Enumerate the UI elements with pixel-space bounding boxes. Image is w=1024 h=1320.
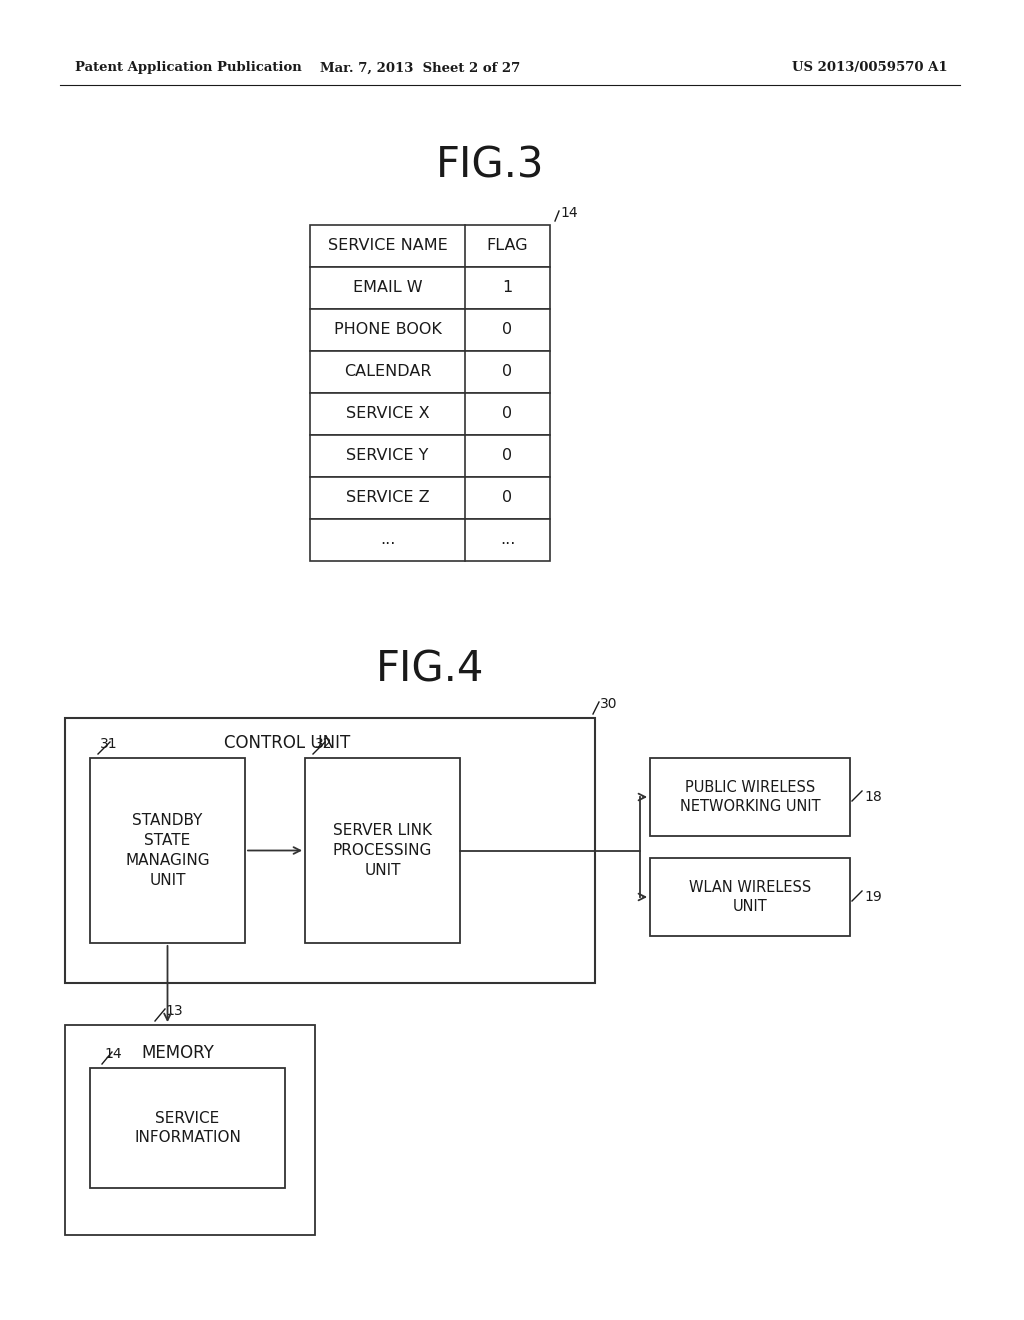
- Bar: [310, 351, 550, 393]
- Text: MEMORY: MEMORY: [141, 1044, 214, 1063]
- Text: PHONE BOOK: PHONE BOOK: [334, 322, 441, 338]
- Bar: [310, 393, 550, 436]
- Bar: [65, 1026, 315, 1236]
- Text: 14: 14: [104, 1047, 122, 1061]
- Bar: [310, 436, 550, 477]
- Text: 14: 14: [560, 206, 578, 220]
- Text: Patent Application Publication: Patent Application Publication: [75, 62, 302, 74]
- Text: PUBLIC WIRELESS
NETWORKING UNIT: PUBLIC WIRELESS NETWORKING UNIT: [680, 780, 820, 814]
- Text: Mar. 7, 2013  Sheet 2 of 27: Mar. 7, 2013 Sheet 2 of 27: [319, 62, 520, 74]
- Bar: [65, 718, 595, 983]
- Text: 19: 19: [864, 890, 882, 904]
- Text: 0: 0: [503, 449, 513, 463]
- Bar: [650, 858, 850, 936]
- Text: SERVER LINK
PROCESSING
UNIT: SERVER LINK PROCESSING UNIT: [333, 824, 432, 878]
- Text: 0: 0: [503, 491, 513, 506]
- Bar: [310, 519, 550, 561]
- Text: EMAIL W: EMAIL W: [352, 281, 422, 296]
- Text: 32: 32: [315, 737, 333, 751]
- Text: ...: ...: [500, 532, 515, 548]
- Text: SERVICE NAME: SERVICE NAME: [328, 239, 447, 253]
- Bar: [310, 309, 550, 351]
- Text: 13: 13: [165, 1005, 182, 1018]
- Text: SERVICE Z: SERVICE Z: [346, 491, 429, 506]
- Text: CONTROL UNIT: CONTROL UNIT: [224, 734, 351, 752]
- Text: US 2013/0059570 A1: US 2013/0059570 A1: [793, 62, 948, 74]
- Text: 0: 0: [503, 364, 513, 380]
- Text: FLAG: FLAG: [486, 239, 528, 253]
- Text: SERVICE X: SERVICE X: [346, 407, 429, 421]
- Text: FIG.3: FIG.3: [436, 144, 544, 186]
- Text: 0: 0: [503, 322, 513, 338]
- Bar: [305, 758, 460, 942]
- Text: SERVICE
INFORMATION: SERVICE INFORMATION: [134, 1110, 241, 1146]
- Text: 18: 18: [864, 789, 882, 804]
- Bar: [310, 477, 550, 519]
- Bar: [90, 758, 245, 942]
- Bar: [90, 1068, 285, 1188]
- Bar: [650, 758, 850, 836]
- Text: 1: 1: [503, 281, 513, 296]
- Text: 0: 0: [503, 407, 513, 421]
- Text: CALENDAR: CALENDAR: [344, 364, 431, 380]
- Bar: [310, 224, 550, 267]
- Text: STANDBY
STATE
MANAGING
UNIT: STANDBY STATE MANAGING UNIT: [125, 813, 210, 887]
- Text: WLAN WIRELESS
UNIT: WLAN WIRELESS UNIT: [689, 879, 811, 915]
- Text: 30: 30: [600, 697, 617, 711]
- Text: SERVICE Y: SERVICE Y: [346, 449, 429, 463]
- Bar: [310, 267, 550, 309]
- Text: 31: 31: [100, 737, 118, 751]
- Text: FIG.4: FIG.4: [376, 649, 484, 690]
- Text: ...: ...: [380, 532, 395, 548]
